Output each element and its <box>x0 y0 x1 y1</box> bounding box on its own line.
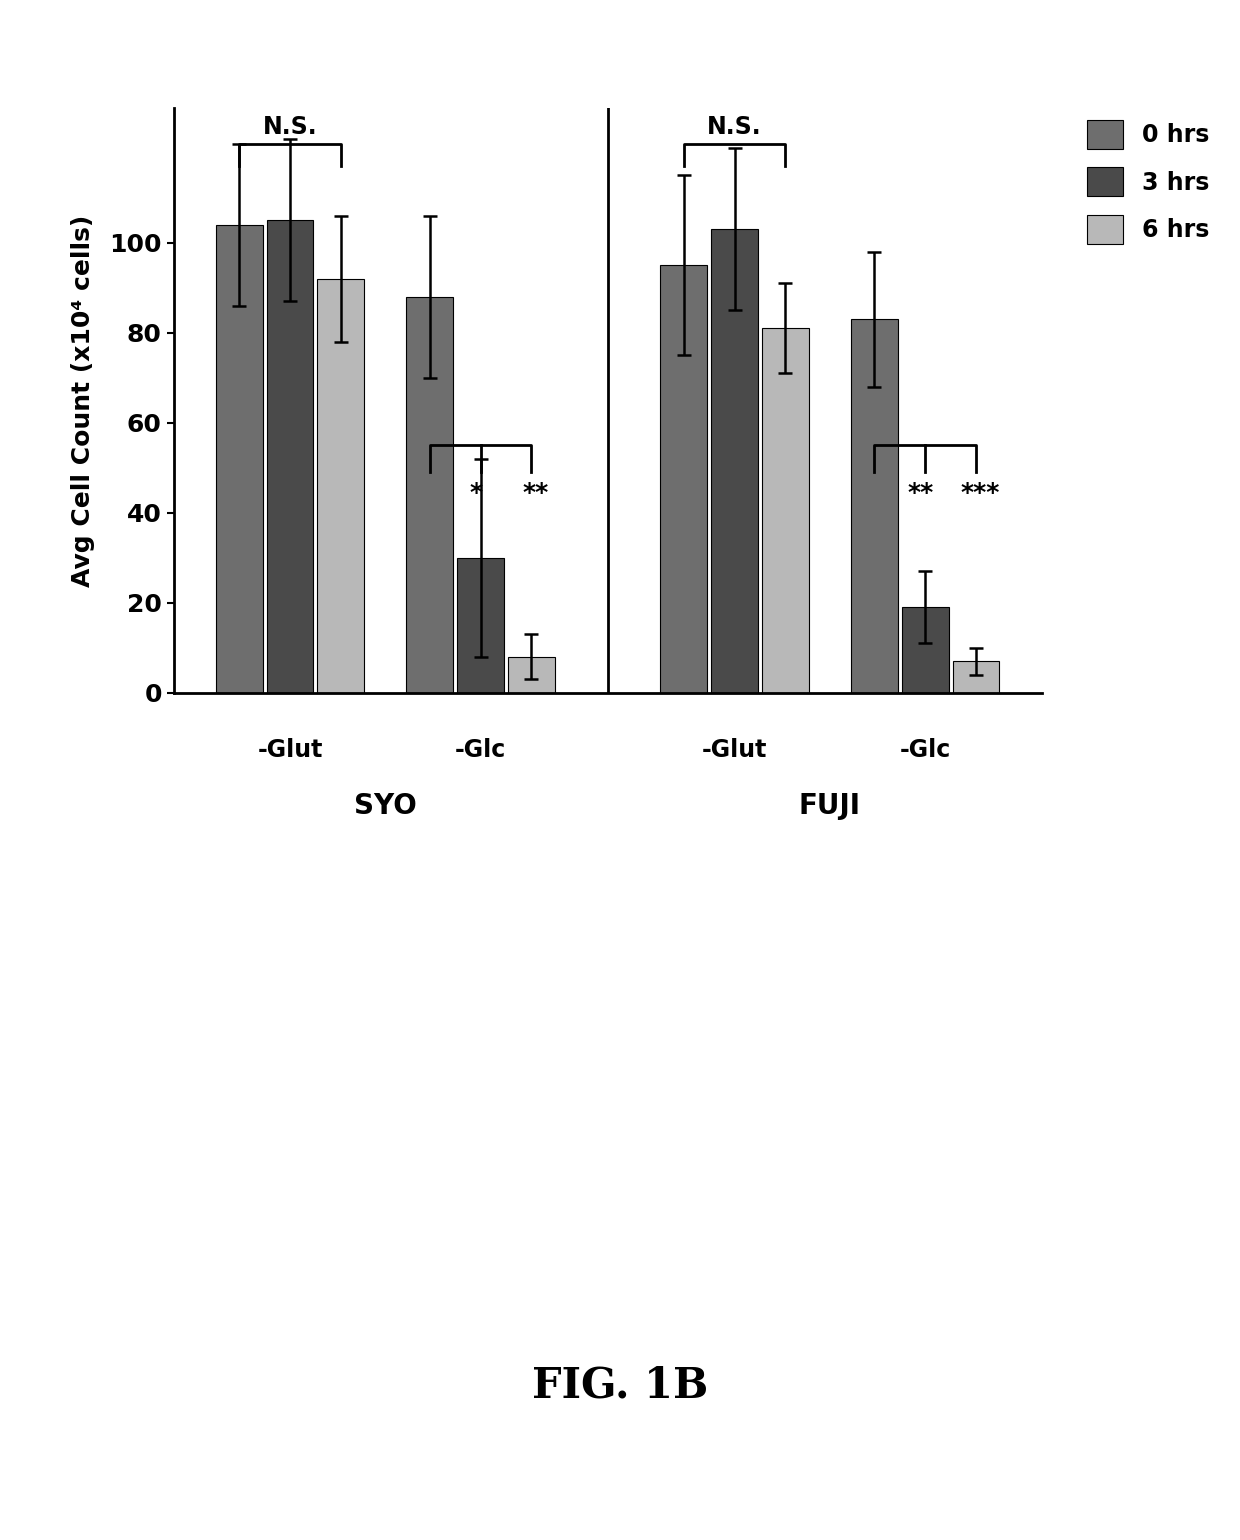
Bar <box>763 328 808 693</box>
Bar <box>952 662 999 693</box>
Text: -Glc: -Glc <box>455 738 506 762</box>
Text: FIG. 1B: FIG. 1B <box>532 1364 708 1408</box>
Text: FUJI: FUJI <box>799 792 861 819</box>
Bar <box>267 220 314 693</box>
Text: N.S.: N.S. <box>707 116 761 139</box>
Bar <box>407 297 453 693</box>
Text: **: ** <box>522 482 549 505</box>
Bar <box>216 225 263 693</box>
Bar <box>712 229 758 693</box>
Text: N.S.: N.S. <box>263 116 317 139</box>
Bar <box>661 265 707 693</box>
Bar <box>901 607 949 693</box>
Bar <box>458 557 503 693</box>
Bar <box>317 279 365 693</box>
Text: SYO: SYO <box>353 792 417 819</box>
Text: **: ** <box>908 482 934 505</box>
Text: -Glut: -Glut <box>258 738 322 762</box>
Text: ***: *** <box>961 482 999 505</box>
Legend: 0 hrs, 3 hrs, 6 hrs: 0 hrs, 3 hrs, 6 hrs <box>1075 108 1220 256</box>
Text: -Glut: -Glut <box>702 738 768 762</box>
Bar <box>508 658 554 693</box>
Y-axis label: Avg Cell Count (x10⁴ cells): Avg Cell Count (x10⁴ cells) <box>72 214 95 587</box>
Bar <box>851 319 898 693</box>
Text: *: * <box>470 482 482 505</box>
Text: -Glc: -Glc <box>899 738 951 762</box>
